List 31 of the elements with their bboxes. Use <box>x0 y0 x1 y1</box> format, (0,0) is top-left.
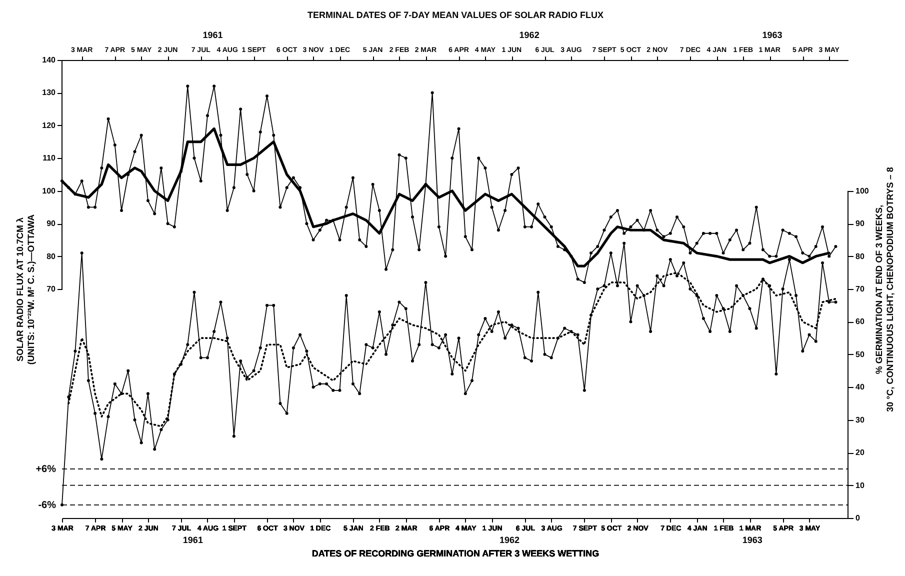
y-tick-label: 140 <box>42 56 56 64</box>
text: 1962 <box>499 535 520 545</box>
y-axis-title: SOLAR RADIO FLUX AT 10.7CM λ (UNITS: 10⁻²²W. M² C. S.)—OTTAWA <box>15 214 36 365</box>
y2-tick-label: 60 <box>856 317 865 326</box>
y2-tick-label: 100 <box>856 186 870 196</box>
y2-tick-label: 50 <box>856 350 865 359</box>
y-tick-label: 90 <box>46 219 56 228</box>
y2-tick-label: 80 <box>856 252 865 261</box>
y-tick-label: 120 <box>42 120 56 130</box>
y2-tick-label: 40 <box>856 382 865 392</box>
text: 1961 <box>202 30 223 40</box>
text: 1963 <box>762 30 782 40</box>
y2-tick-label: 10 <box>856 480 865 490</box>
text: 1962 <box>519 30 540 40</box>
y2-tick-label: 30 <box>856 415 865 424</box>
text: -6% <box>38 500 56 511</box>
text: 1961 <box>182 535 203 545</box>
y-tick-label: 80 <box>46 252 56 261</box>
y-tick-label: 110 <box>42 154 56 163</box>
text: +6% <box>36 464 56 475</box>
y2-tick-label: 0 <box>856 514 860 522</box>
y2-tick-label: 90 <box>856 219 865 228</box>
x2-axis-title: TERMINAL DATES OF 7-DAY MEAN VALUES OF SOLAR RADIO FLUX <box>307 10 604 20</box>
y2-axis-title: % GERMINATION AT END OF 3 WEEKS, 30 °C, CONTINUOUS LIGHT, CHENOPODIUM BOTRYS – 8 <box>874 167 895 412</box>
text: 1963 <box>742 535 762 545</box>
y2-tick-label: 70 <box>856 284 865 294</box>
y-tick-label: 70 <box>46 284 56 294</box>
y-tick-label: 130 <box>42 88 56 98</box>
y-tick-label: 100 <box>42 186 56 196</box>
y2-tick-label: 20 <box>856 448 865 458</box>
x-axis-title: DATES OF RECORDING GERMINATION AFTER 3 WEEKS WETTING <box>312 548 600 558</box>
